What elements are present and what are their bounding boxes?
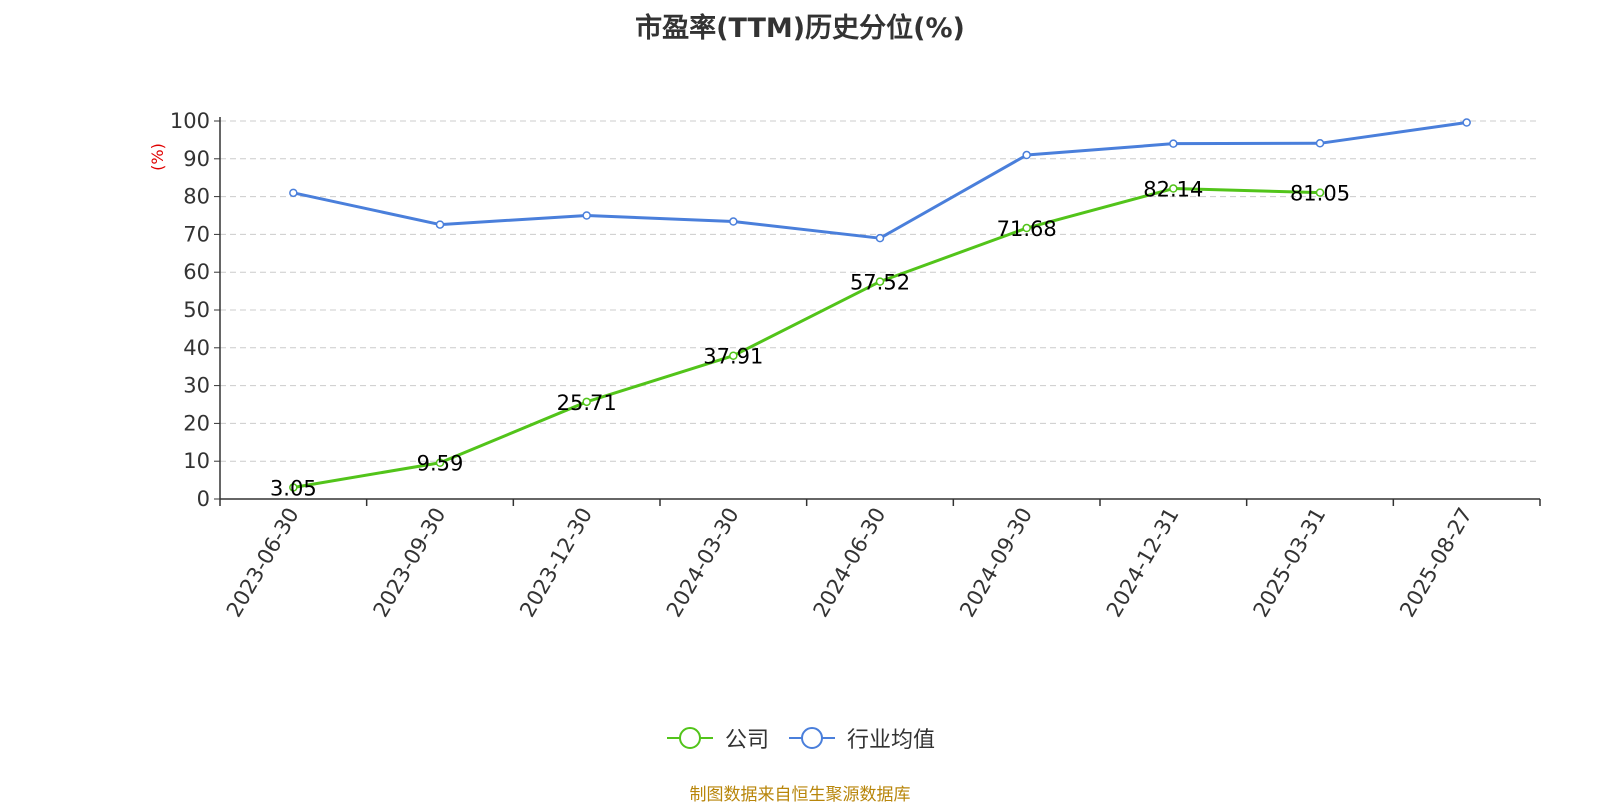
legend: 公司 行业均值 [0,722,1600,754]
data-label: 71.68 [997,217,1057,241]
data-label: 3.05 [270,476,317,500]
y-tick-label: 100 [170,109,210,133]
y-tick-label: 60 [183,260,210,284]
legend-label-industry: 行业均值 [847,728,936,753]
data-point [875,233,885,243]
y-tick-label: 10 [183,449,210,473]
x-tick-label: 2023-06-30 [222,504,304,622]
data-point [1315,139,1325,148]
legend-item-company[interactable]: 公司 [665,722,769,754]
series-line-0 [293,187,1321,489]
data-point [1022,223,1031,233]
y-tick-label: 70 [183,222,210,246]
data-point [1022,150,1031,160]
data-point [289,483,298,492]
y-tick-label: 20 [183,411,210,435]
data-point [1315,188,1325,197]
legend-label-company: 公司 [724,728,769,753]
data-label: 9.59 [417,452,464,476]
x-tick-label: 2024-09-30 [955,504,1037,622]
y-tick-label: 0 [197,487,210,511]
y-tick-label: 80 [183,185,210,209]
data-point [729,217,738,226]
data-label: 25.71 [557,391,617,415]
data-point [1169,139,1178,148]
data-point [582,397,591,407]
x-tick-label: 2023-09-30 [369,504,451,622]
legend-item-industry[interactable]: 行业均值 [787,722,935,754]
y-axis-label: (%) [148,143,167,171]
data-point [729,351,738,360]
x-tick-label: 2024-03-30 [662,504,744,622]
legend-swatch-industry [789,727,835,749]
data-label: 57.52 [850,271,910,295]
source-note: 制图数据来自恒生聚源数据库 [689,785,911,805]
x-tick-label: 2025-08-27 [1395,504,1477,622]
chart-title: 市盈率(TTM)历史分位(%) [635,13,965,44]
data-point [435,220,445,229]
y-tick-label: 30 [183,374,210,398]
data-label: 37.91 [703,345,763,369]
y-tick-label: 50 [183,298,210,322]
x-tick-label: 2024-06-30 [809,504,891,622]
x-tick-label: 2025-03-31 [1249,504,1331,622]
data-point [1462,118,1471,127]
data-point [582,211,591,220]
y-tick-label: 40 [183,336,210,360]
data-point [435,458,445,467]
data-label: 82.14 [1143,178,1203,202]
legend-swatch-company [666,727,713,749]
series-line-1 [293,121,1467,240]
x-tick-label: 2023-12-30 [515,504,597,622]
data-label: 81.05 [1290,182,1350,206]
y-tick-label: 90 [183,147,210,171]
data-point [875,277,885,286]
data-point [1169,184,1178,193]
x-tick-label: 2024-12-31 [1102,504,1184,622]
data-point [289,188,298,198]
